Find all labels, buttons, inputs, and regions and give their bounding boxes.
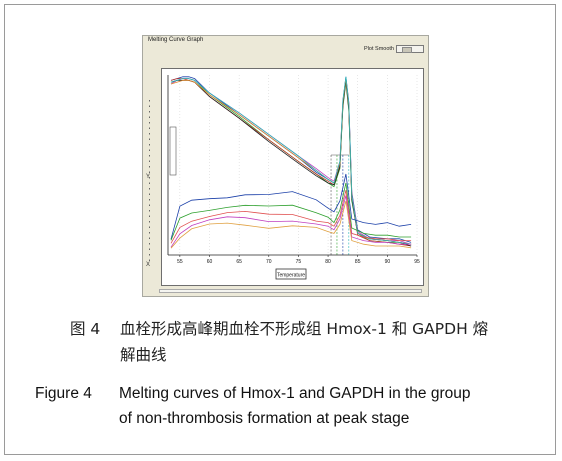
melting-curve-window: Melting Curve Graph Plot Smooth Y X 55 60… (142, 35, 429, 297)
ruler-tick (149, 193, 150, 195)
ruler-tick (149, 149, 150, 151)
y-side-label: Y (146, 174, 150, 180)
caption-english: Figure 4 Melting curves of Hmox-1 and GAP… (35, 381, 555, 431)
ruler-tick (149, 188, 150, 190)
series-line (170, 173, 412, 240)
caption-zh-line1: 血栓形成高峰期血栓不形成组 Hmox-1 和 GAPDH 熔 (120, 320, 489, 338)
ruler-tick (149, 105, 150, 107)
horizontal-scrollbar[interactable] (159, 289, 422, 293)
caption-zh-line2: 解曲线 (120, 346, 167, 364)
plot-area: 55 60 65 70 75 80 85 90 95 Temperature (161, 68, 424, 286)
ruler-tick (149, 138, 150, 140)
ruler-tick (149, 221, 150, 223)
ruler-tick (149, 127, 150, 129)
melting-curve-chart: 55 60 65 70 75 80 85 90 95 Temperature (167, 75, 420, 280)
caption-chinese: 图 4 血栓形成高峰期血栓不形成组 Hmox-1 和 GAPDH 熔 解曲线 (70, 316, 540, 368)
ruler-tick (149, 259, 150, 261)
caption-en-label: Figure 4 (35, 385, 92, 402)
x-tick-label: 80 (325, 259, 331, 265)
ruler-tick (149, 133, 150, 135)
x-tick-label: 55 (177, 259, 183, 265)
ruler-tick (149, 199, 150, 201)
x-side-label: X (146, 262, 150, 268)
caption-en-line1: Melting curves of Hmox-1 and GAPDH in th… (119, 385, 471, 402)
ruler-tick (149, 166, 150, 168)
ruler-tick (149, 160, 150, 162)
y-side-ruler: Y X (146, 100, 150, 268)
ruler-tick (149, 248, 150, 250)
series-line (170, 190, 412, 244)
plot-smooth-label: Plot Smooth (364, 46, 394, 52)
series-line (170, 78, 412, 245)
figure-frame: Melting Curve Graph Plot Smooth Y X 55 60… (4, 4, 556, 455)
ruler-tick (149, 215, 150, 217)
ruler-tick (149, 111, 150, 113)
ruler-tick (149, 254, 150, 256)
x-tick-label: 95 (414, 259, 420, 265)
x-tick-label: 75 (296, 259, 302, 265)
x-tick-label: 60 (207, 259, 213, 265)
ruler-tick (149, 100, 150, 102)
series-line (170, 182, 412, 241)
x-tick-label: 85 (355, 259, 361, 265)
window-title: Melting Curve Graph (148, 37, 204, 43)
ruler-tick (149, 232, 150, 234)
ruler-tick (149, 210, 150, 212)
ruler-tick (149, 122, 150, 124)
ruler-tick (149, 144, 150, 146)
x-axis-label-box (275, 268, 307, 280)
series-line (170, 78, 412, 245)
plot-smooth-control[interactable]: Plot Smooth (364, 45, 424, 53)
ruler-tick (149, 155, 150, 157)
caption-zh-label: 图 4 (70, 320, 101, 338)
ruler-tick (149, 204, 150, 206)
series-line (170, 195, 412, 248)
caption-en-line2: of non-thrombosis formation at peak stag… (119, 410, 410, 427)
ruler-tick (149, 116, 150, 118)
ruler-tick (149, 243, 150, 245)
ruler-tick (149, 182, 150, 184)
plot-smooth-toggle[interactable] (396, 45, 424, 53)
x-tick-label: 90 (385, 259, 391, 265)
x-tick-label: 70 (266, 259, 272, 265)
x-axis-label: Temperature (277, 273, 305, 279)
x-tick-label: 65 (236, 259, 242, 265)
ruler-tick (149, 171, 150, 173)
ruler-tick (149, 177, 150, 179)
series-line (170, 200, 412, 249)
y-axis-label-box (169, 126, 177, 176)
ruler-tick (149, 226, 150, 228)
series-line (170, 76, 412, 245)
ruler-tick (149, 237, 150, 239)
series-line (170, 78, 412, 245)
